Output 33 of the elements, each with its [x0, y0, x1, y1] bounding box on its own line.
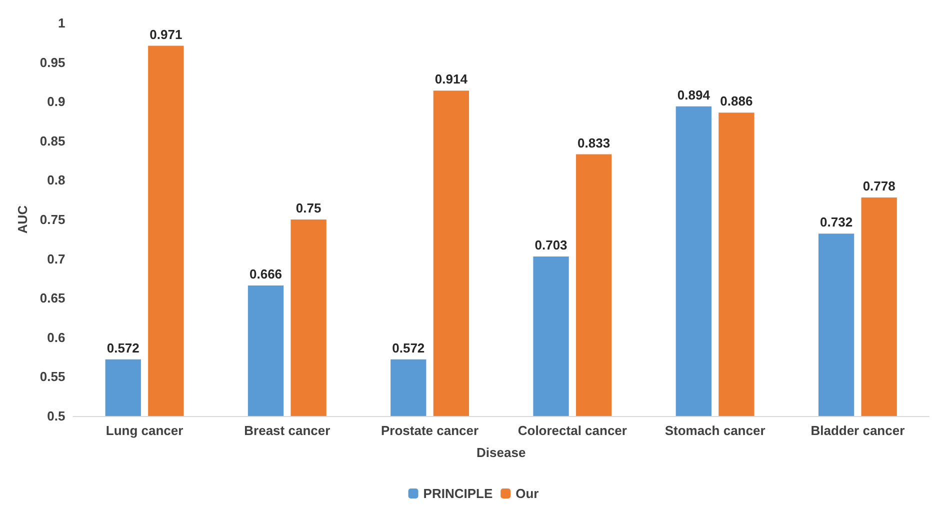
x-tick-label: Lung cancer: [106, 423, 184, 438]
data-label: 0.732: [820, 214, 853, 230]
x-tick-label: Stomach cancer: [664, 423, 766, 438]
data-label: 0.894: [677, 87, 711, 102]
y-tick-label: 0.75: [40, 212, 66, 227]
y-tick-label: 0.6: [47, 330, 66, 345]
data-label: 0.833: [578, 135, 610, 150]
x-tick-label: Breast cancer: [244, 423, 330, 438]
y-tick-label: 0.85: [40, 133, 66, 148]
data-label: 0.666: [249, 266, 282, 282]
y-tick-label: 0.65: [40, 290, 66, 306]
data-label: 0.75: [296, 200, 322, 216]
x-tick-label: Prostate cancer: [381, 423, 479, 438]
x-tick-label: Bladder cancer: [810, 423, 905, 438]
y-axis-title: AUC: [15, 204, 30, 234]
y-tick-label: 1: [58, 16, 66, 30]
legend-label: Our: [516, 486, 539, 501]
data-label: 0.886: [720, 94, 753, 109]
data-label: 0.778: [862, 178, 896, 194]
y-tick-label: 0.55: [40, 369, 66, 384]
data-label: 0.971: [150, 26, 182, 42]
data-label: 0.703: [534, 237, 568, 252]
y-tick-label: 0.7: [47, 251, 66, 266]
legend-label: PRINCIPLE: [423, 486, 493, 501]
x-tick-label: Colorectal cancer: [518, 423, 627, 438]
y-tick-label: 0.9: [47, 94, 66, 110]
data-label: 0.572: [392, 340, 425, 356]
y-tick-label: 0.5: [47, 408, 66, 424]
y-tick-label: 0.95: [40, 54, 66, 70]
data-label: 0.572: [106, 340, 140, 356]
x-axis-title: Disease: [476, 445, 526, 460]
y-tick-label: 0.8: [47, 172, 66, 188]
data-label: 0.914: [434, 72, 468, 87]
